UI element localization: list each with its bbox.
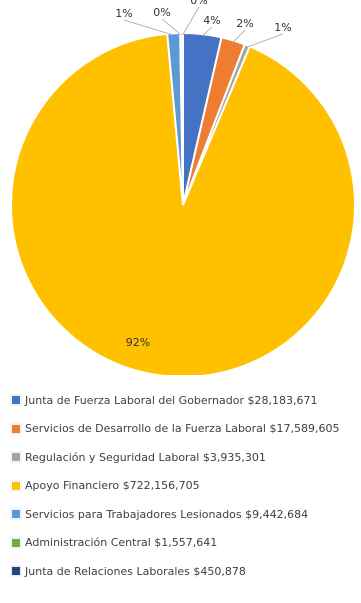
legend-item-0: Junta de Fuerza Laboral del Gobernador $…	[11, 386, 361, 415]
pie-slice-6	[181, 31, 184, 206]
legend-label: Servicios para Trabajadores Lesionados $…	[25, 507, 309, 521]
leader-line-6	[182, 6, 200, 36]
leader-line-0	[201, 26, 213, 37]
legend-label: Servicios de Desarrollo de la Fuerza Lab…	[25, 422, 340, 436]
leader-line-4	[123, 19, 174, 36]
leader-line-1	[232, 29, 246, 43]
leader-lines	[123, 6, 284, 48]
legend-item-6: Junta de Relaciones Laborales $450,878	[11, 557, 361, 586]
pie-slices	[10, 31, 356, 375]
legend-swatch	[11, 509, 21, 520]
data-label-4: 1%	[115, 7, 132, 20]
data-label-2: 1%	[274, 21, 291, 34]
legend-item-3: Apoyo Financiero $722,156,705	[11, 472, 361, 501]
data-label-3: 92%	[126, 336, 150, 349]
pie-slice-3	[10, 32, 356, 375]
legend-swatch	[11, 537, 21, 548]
legend-item-2: Regulación y Seguridad Laboral $3,935,30…	[11, 443, 361, 472]
legend-swatch	[11, 452, 21, 463]
data-label-1: 2%	[236, 17, 253, 30]
slice-labels: 4% 2% 1% 92% 1% 0% 0%	[115, 0, 291, 349]
pie-chart: 4% 2% 1% 92% 1% 0% 0%	[10, 0, 356, 375]
leader-line-2	[246, 33, 284, 48]
data-label-6: 0%	[190, 0, 207, 7]
legend-item-4: Servicios para Trabajadores Lesionados $…	[11, 500, 361, 529]
chart-legend: Junta de Fuerza Laboral del Gobernador $…	[11, 386, 361, 586]
legend-label: Apoyo Financiero $722,156,705	[25, 479, 200, 493]
legend-label: Administración Central $1,557,641	[25, 536, 218, 550]
legend-swatch	[11, 423, 21, 434]
legend-label: Regulación y Seguridad Laboral $3,935,30…	[25, 450, 266, 464]
legend-item-1: Servicios de Desarrollo de la Fuerza Lab…	[11, 415, 361, 444]
legend-label: Junta de Fuerza Laboral del Gobernador $…	[25, 393, 318, 407]
data-label-0: 4%	[203, 14, 220, 27]
legend-item-5: Administración Central $1,557,641	[11, 529, 361, 558]
leader-line-5	[161, 18, 182, 36]
legend-swatch	[11, 566, 21, 577]
legend-label: Junta de Relaciones Laborales $450,878	[25, 564, 246, 578]
legend-swatch	[11, 480, 21, 491]
data-label-5: 0%	[153, 6, 170, 19]
legend-swatch	[11, 395, 21, 406]
